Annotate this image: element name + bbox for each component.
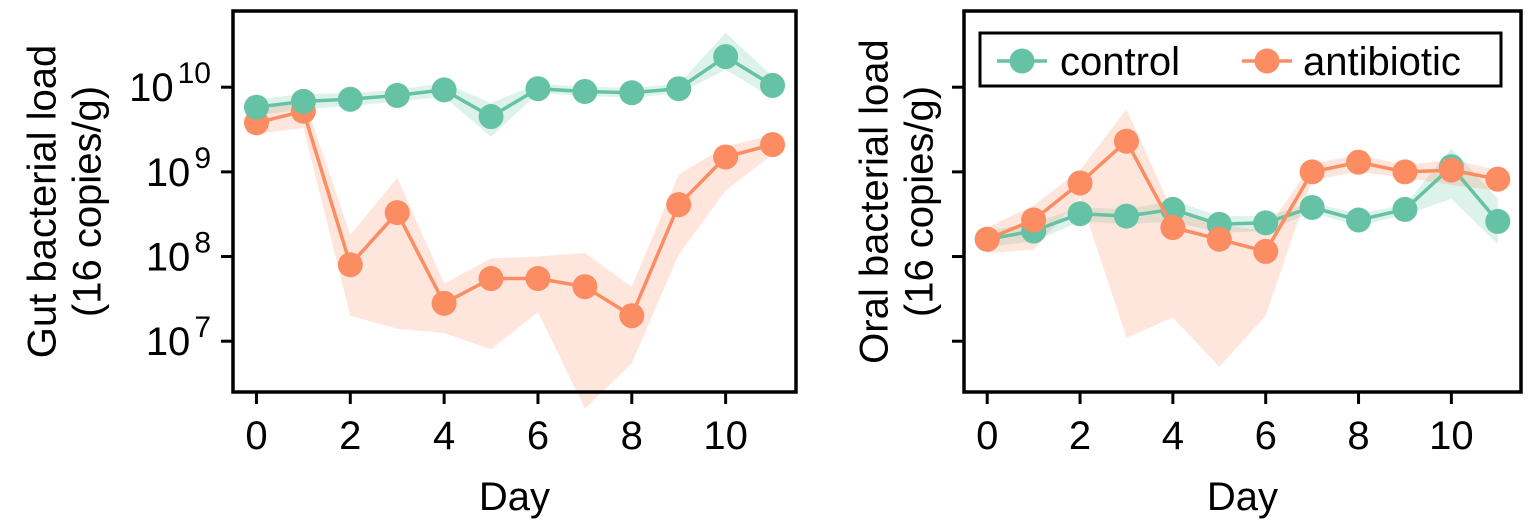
x-tick-label: 8	[1347, 414, 1369, 458]
control-point	[290, 88, 316, 114]
control-point	[572, 78, 598, 104]
x-tick-label: 8	[621, 414, 643, 458]
x-tick-label: 4	[433, 414, 455, 458]
control-point	[1346, 207, 1372, 233]
antibiotic-point	[478, 266, 504, 292]
y-tick-exponent: 7	[194, 311, 211, 344]
antibiotic-point	[666, 192, 692, 218]
y-tick-label: 10 8	[146, 227, 211, 280]
control-point	[619, 80, 645, 106]
y-tick-exponent: 8	[194, 227, 211, 260]
x-tick-label: 10	[1429, 414, 1474, 458]
antibiotic-point	[1021, 207, 1047, 233]
antibiotic-point	[1113, 128, 1139, 154]
legend-control-marker	[1009, 48, 1035, 74]
y-tick-exponent: 10	[178, 57, 211, 90]
y-tick-label: 10 7	[146, 311, 211, 364]
y-tick-exponent: 9	[194, 142, 211, 175]
antibiotic-point	[1346, 149, 1372, 175]
x-tick-label: 6	[527, 414, 549, 458]
control-point	[525, 76, 551, 102]
legend-box	[978, 31, 1503, 88]
antibiotic-point	[384, 200, 410, 226]
y-tick-base: 10	[146, 320, 191, 364]
y-tick-label: 10 10	[129, 57, 211, 110]
antibiotic-point	[1253, 238, 1279, 264]
oral-panel: 0 2 4 6 8 10 Day Oral bacterial load (16 copies/…	[853, 9, 1523, 519]
control-point	[666, 76, 692, 102]
y-tick-base: 10	[146, 236, 191, 280]
antibiotic-point	[431, 290, 457, 316]
x-axis-title: Day	[1207, 475, 1278, 519]
control-point	[431, 77, 457, 103]
antibiotic-point	[1438, 157, 1464, 183]
legend-antibiotic-label: antibiotic	[1303, 40, 1461, 84]
control-point	[384, 82, 410, 108]
x-tick-label: 4	[1162, 414, 1184, 458]
y-tick-base: 10	[129, 66, 174, 110]
y-axis-title: Oral bacterial load	[853, 39, 897, 364]
antibiotic-point	[619, 303, 645, 329]
legend-control-label: control	[1060, 40, 1180, 84]
antibiotic-point	[1160, 215, 1186, 241]
control-point	[1113, 203, 1139, 229]
x-tick-label: 2	[1069, 414, 1091, 458]
control-point	[337, 86, 363, 112]
y-axis-title: Gut bacterial load	[21, 45, 65, 359]
y-tick-label: 10 9	[146, 142, 211, 195]
legend-antibiotic-marker	[1254, 48, 1280, 74]
antibiotic-point	[1299, 159, 1325, 185]
control-point	[1253, 210, 1279, 236]
control-point	[1067, 201, 1093, 227]
antibiotic-point	[1067, 170, 1093, 196]
control-point	[1299, 194, 1325, 220]
antibiotic-point	[337, 252, 363, 278]
x-tick-label: 10	[703, 414, 748, 458]
antibiotic-band	[987, 109, 1498, 367]
x-axis-title: Day	[479, 475, 550, 519]
antibiotic-point	[1392, 159, 1418, 185]
antibiotic-point	[1206, 226, 1232, 252]
y-tick-base: 10	[146, 151, 191, 195]
antibiotic-point	[713, 144, 739, 170]
x-tick-label: 0	[245, 414, 267, 458]
antibiotic-point	[525, 266, 551, 292]
control-point	[760, 72, 786, 98]
x-tick-label: 0	[976, 414, 998, 458]
antibiotic-point	[974, 226, 1000, 252]
control-point	[1392, 196, 1418, 222]
antibiotic-point	[1485, 166, 1511, 192]
antibiotic-point	[760, 132, 786, 158]
y-axis-title: (16 copies/g)	[66, 86, 110, 317]
plot-frame	[962, 9, 1523, 394]
control-point	[1485, 208, 1511, 234]
control-point	[478, 104, 504, 130]
plot-frame	[231, 9, 798, 394]
control-point	[713, 44, 739, 70]
control-band	[256, 32, 773, 137]
x-tick-label: 6	[1255, 414, 1277, 458]
y-axis-title: (16 copies/g)	[898, 86, 942, 317]
x-tick-label: 2	[339, 414, 361, 458]
legend: control antibiotic	[978, 31, 1503, 88]
control-point	[243, 94, 269, 120]
antibiotic-band	[256, 96, 773, 409]
antibiotic-point	[572, 274, 598, 300]
